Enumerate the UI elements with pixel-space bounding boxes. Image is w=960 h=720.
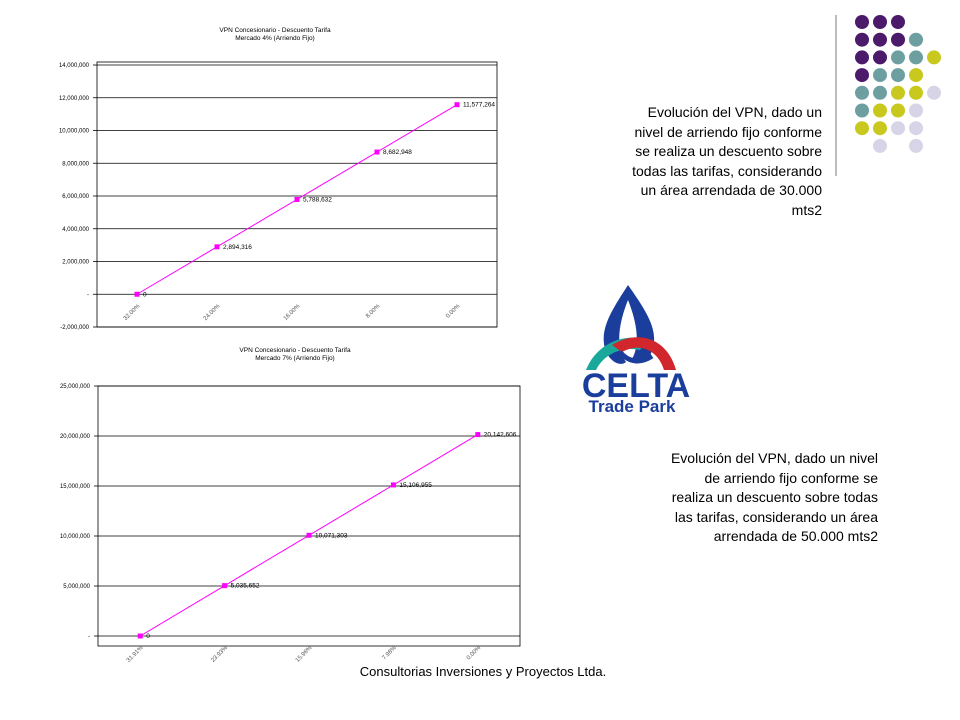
description-top: Evolución del VPN, dado un nivel de arri… xyxy=(632,104,822,218)
decor-dot xyxy=(855,15,869,29)
logo: CELTA Trade Park xyxy=(582,285,690,416)
decor-dot xyxy=(909,32,923,47)
decor-dot xyxy=(873,121,887,136)
logo-name: CELTA xyxy=(582,367,690,405)
decor-dot xyxy=(855,32,869,47)
value-label: 10,071,303 xyxy=(315,532,348,539)
value-label: 2,894,316 xyxy=(223,244,252,251)
decor-dot xyxy=(873,138,887,153)
marker xyxy=(454,102,460,108)
decor-dot xyxy=(891,103,905,118)
x-tick-label: 0.00% xyxy=(466,645,483,662)
footer: Consultorias Inversiones y Proyectos Ltd… xyxy=(359,664,607,679)
x-tick-label: 7.98% xyxy=(382,645,399,662)
marker xyxy=(390,482,396,488)
decor-dot xyxy=(909,121,923,136)
decor-dot xyxy=(909,68,923,83)
decor-dot xyxy=(891,121,905,136)
value-label: 8,682,948 xyxy=(383,149,412,156)
chart-subtitle: Mercado 4% (Arriendo Fijo) xyxy=(235,35,314,42)
x-tick-label: 31.91% xyxy=(126,645,145,664)
value-label: 5,788,632 xyxy=(303,196,332,203)
y-tick-label: 20,000,000 xyxy=(60,434,91,440)
decor-dot xyxy=(891,68,905,83)
plot-area xyxy=(97,385,521,647)
y-tick-label: 12,000,000 xyxy=(59,96,90,102)
x-tick-label: 15.96% xyxy=(295,645,314,664)
value-label: 20,142,606 xyxy=(484,432,517,439)
chart: VPN Concesionario - Descuento TarifaMerc… xyxy=(59,27,498,331)
decor-dot xyxy=(855,68,869,83)
x-tick-label: 0.00% xyxy=(445,303,462,320)
decor-dot xyxy=(891,15,905,29)
y-tick-label: 4,000,000 xyxy=(62,227,89,233)
marker xyxy=(222,583,228,589)
chart: VPN Concesionario - Descuento TarifaMerc… xyxy=(60,347,521,664)
y-tick-label: -2,000,000 xyxy=(60,325,89,331)
value-label: 5,035,652 xyxy=(231,583,260,590)
y-tick-label: 25,000,000 xyxy=(60,384,91,390)
logo-tagline: Trade Park xyxy=(589,397,676,416)
marker xyxy=(214,244,220,250)
decor-dot xyxy=(927,85,941,100)
decor-dot xyxy=(927,50,941,65)
y-tick-label: 5,000,000 xyxy=(63,584,90,590)
decor-dot xyxy=(855,103,869,118)
marker xyxy=(134,291,140,297)
decor-dot xyxy=(891,32,905,47)
marker xyxy=(374,149,380,155)
x-tick-label: 24.00% xyxy=(203,303,222,322)
value-label: 0 xyxy=(143,291,147,298)
value-label: 11,577,264 xyxy=(463,102,495,109)
x-tick-label: 32.00% xyxy=(123,303,142,322)
y-tick-label: 15,000,000 xyxy=(60,484,91,490)
decor-dot xyxy=(873,68,887,83)
description-bottom: Evolución del VPN, dado un nivel de arri… xyxy=(670,450,878,544)
decor-dot xyxy=(891,50,905,65)
decor-dot xyxy=(873,85,887,100)
y-tick-label: 14,000,000 xyxy=(59,63,90,69)
y-tick-label: 10,000,000 xyxy=(59,129,90,135)
decor-dot xyxy=(909,138,923,153)
chart-subtitle: Mercado 7% (Arriendo Fijo) xyxy=(255,355,334,362)
decor-dot xyxy=(855,85,869,100)
y-tick-label: 10,000,000 xyxy=(60,534,91,540)
marker xyxy=(475,432,481,438)
decor-dot xyxy=(909,85,923,100)
y-tick-label: - xyxy=(87,292,89,298)
x-tick-label: 23.93% xyxy=(210,645,229,664)
y-tick-label: 8,000,000 xyxy=(62,161,89,167)
value-label: 15,106,955 xyxy=(399,482,432,489)
decor-dot xyxy=(855,50,869,65)
decor-dot xyxy=(909,50,923,65)
marker xyxy=(137,633,143,639)
decor-dot xyxy=(873,50,887,65)
marker xyxy=(306,532,312,538)
chart-title: VPN Concesionario - Descuento Tarifa xyxy=(239,347,351,354)
chart-title: VPN Concesionario - Descuento Tarifa xyxy=(219,27,331,34)
decor-dot xyxy=(873,103,887,118)
decor-dot xyxy=(891,85,905,100)
value-label: 0 xyxy=(146,633,150,640)
y-tick-label: 2,000,000 xyxy=(62,260,89,266)
decor-dot xyxy=(873,15,887,29)
decor-dot xyxy=(909,103,923,118)
decor-dot xyxy=(855,121,869,136)
y-tick-label: - xyxy=(88,634,90,640)
decor-dot xyxy=(873,32,887,47)
y-tick-label: 6,000,000 xyxy=(62,194,89,200)
plot-area xyxy=(96,61,498,328)
x-tick-label: 8.00% xyxy=(365,303,382,320)
marker xyxy=(294,196,300,202)
x-tick-label: 16.00% xyxy=(283,303,302,322)
